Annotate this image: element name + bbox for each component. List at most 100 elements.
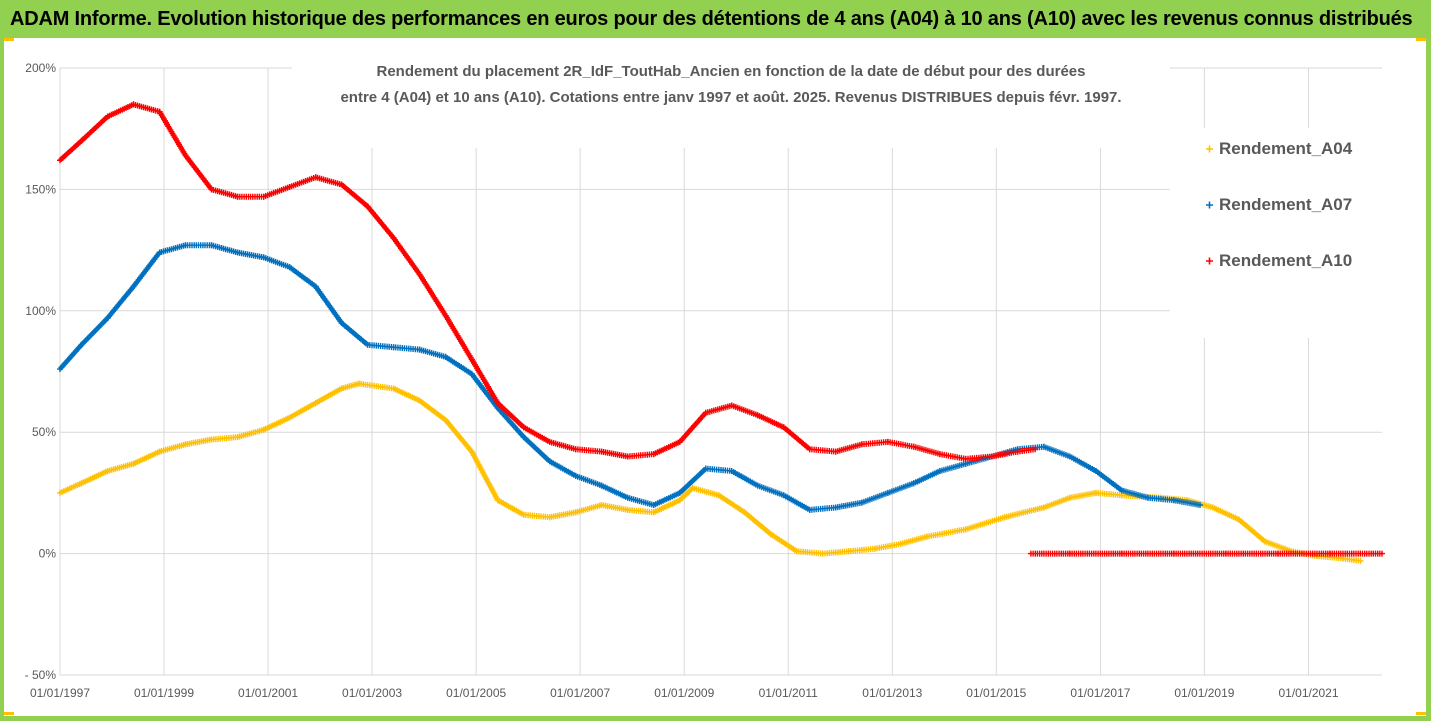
data-point <box>964 457 968 461</box>
series-segment <box>130 101 163 115</box>
axis-layer: 200% 150% 100% 50% 0% - 50% 01/01/1997 01/01/19… <box>25 61 1339 700</box>
series-segment <box>416 397 449 424</box>
data-point <box>1042 506 1046 509</box>
data-point <box>769 532 773 536</box>
data-point <box>314 285 317 288</box>
x-tick-label: 01/01/2009 <box>654 686 714 700</box>
header-banner: ADAM Informe. Evolution historique des p… <box>0 0 1431 38</box>
data-point <box>808 508 811 512</box>
series-segment <box>923 526 969 540</box>
data-point <box>730 469 734 473</box>
data-point <box>626 508 629 512</box>
series-segment <box>806 446 839 455</box>
series-segment <box>338 181 371 210</box>
series-Rendement_A10 <box>57 101 1385 557</box>
data-point <box>418 273 421 276</box>
data-point <box>756 484 759 487</box>
series-segment <box>156 108 189 159</box>
series-segment <box>624 451 657 460</box>
data-point <box>1198 503 1202 507</box>
data-point <box>288 416 291 419</box>
data-point <box>357 382 361 385</box>
series-segment <box>390 344 423 353</box>
data-point <box>938 469 942 473</box>
series-segment <box>598 448 631 460</box>
series-segment <box>312 174 345 188</box>
series-segment <box>598 502 631 513</box>
data-point <box>1003 515 1006 519</box>
data-point <box>314 176 317 179</box>
data-point <box>1029 552 1033 555</box>
data-point <box>574 474 577 478</box>
data-point <box>795 549 798 553</box>
data-point <box>236 435 239 439</box>
data-point <box>860 443 864 446</box>
corner-mark-top-left <box>4 38 14 41</box>
series-segment <box>546 509 579 521</box>
data-point <box>1068 552 1072 555</box>
chart-svg: Rendement du placement 2R_IdF_ToutHab_An… <box>25 56 1385 700</box>
x-tick-label: 01/01/2021 <box>1278 686 1338 700</box>
data-point <box>886 491 890 495</box>
data-point <box>704 467 707 470</box>
series-segment <box>624 494 657 508</box>
series-segment <box>78 113 111 144</box>
x-tick-label: 01/01/2005 <box>446 686 506 700</box>
data-point <box>106 115 109 118</box>
data-point <box>1380 552 1384 555</box>
data-point <box>548 440 551 444</box>
data-point <box>184 154 187 157</box>
series-segment <box>416 346 449 360</box>
series-segment <box>1066 489 1099 501</box>
series-segment <box>819 548 852 557</box>
data-point <box>444 355 447 359</box>
data-point <box>366 343 369 346</box>
data-point <box>444 418 447 422</box>
series-segment <box>286 264 319 290</box>
data-point <box>158 450 161 453</box>
legend: Rendement_A04 Rendement_A07 Rendement_A10 <box>1206 139 1353 270</box>
data-point <box>158 110 161 113</box>
data-point <box>262 428 265 431</box>
data-point <box>600 484 603 487</box>
data-point <box>470 372 473 376</box>
legend-marker <box>1206 145 1213 153</box>
banner-title: ADAM Informe. Evolution historique des p… <box>10 7 1413 30</box>
data-point <box>1276 552 1280 555</box>
series-layer <box>57 101 1385 564</box>
data-point <box>873 547 877 550</box>
x-tick-label: 01/01/2003 <box>342 686 402 700</box>
legend-box <box>1170 128 1384 338</box>
data-point <box>600 450 603 453</box>
data-point <box>678 498 682 502</box>
data-point <box>1094 469 1098 473</box>
series-segment <box>1027 550 1073 557</box>
data-point <box>58 367 62 371</box>
series-segment <box>910 443 943 458</box>
series-segment <box>832 441 865 455</box>
data-point <box>1172 498 1176 502</box>
data-point <box>158 251 161 254</box>
series-Rendement_A04 <box>57 380 1364 564</box>
legend-label: Rendement_A07 <box>1219 195 1352 214</box>
data-point <box>496 406 499 410</box>
series-Rendement_A07 <box>57 242 1203 513</box>
data-point <box>1359 559 1362 563</box>
data-point <box>1211 506 1214 509</box>
data-point <box>184 443 187 446</box>
data-point <box>782 426 786 429</box>
data-point <box>1263 540 1267 543</box>
series-segment <box>806 504 839 513</box>
y-tick-label: 100% <box>25 304 56 318</box>
series-segment <box>624 506 657 516</box>
data-point <box>392 236 395 240</box>
frame-right-border <box>1426 38 1431 721</box>
legend-marker <box>1206 257 1213 265</box>
data-point <box>80 139 83 143</box>
data-point <box>288 265 291 269</box>
data-point <box>340 387 343 390</box>
data-point <box>58 491 62 495</box>
series-segment <box>208 434 241 443</box>
data-point <box>1172 552 1176 555</box>
data-point <box>496 401 499 405</box>
